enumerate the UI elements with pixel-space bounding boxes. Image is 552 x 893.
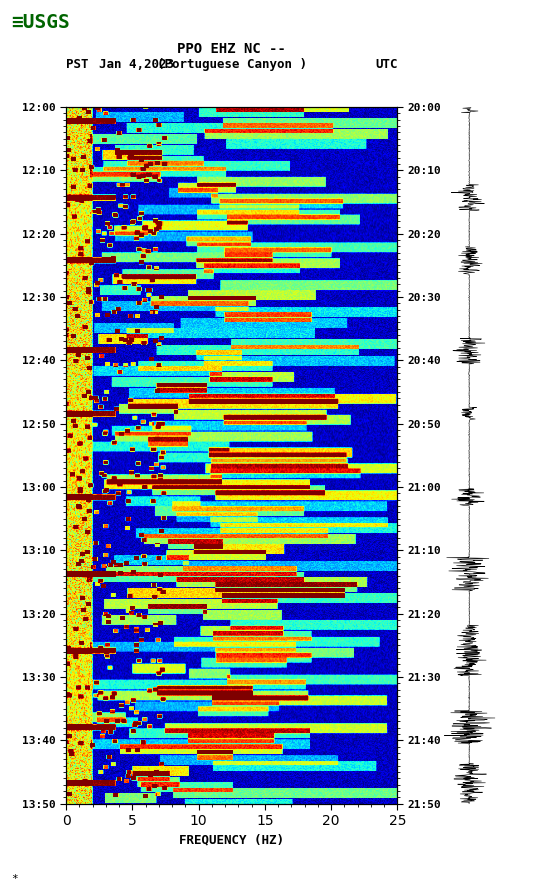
Text: PST: PST xyxy=(66,58,89,71)
Text: ≡USGS: ≡USGS xyxy=(11,13,70,32)
Text: Jan 4,2023: Jan 4,2023 xyxy=(99,58,174,71)
Text: PPO EHZ NC --: PPO EHZ NC -- xyxy=(177,42,286,56)
Text: *: * xyxy=(11,874,18,884)
X-axis label: FREQUENCY (HZ): FREQUENCY (HZ) xyxy=(179,834,284,847)
Text: (Portuguese Canyon ): (Portuguese Canyon ) xyxy=(157,58,307,71)
Text: UTC: UTC xyxy=(375,58,397,71)
